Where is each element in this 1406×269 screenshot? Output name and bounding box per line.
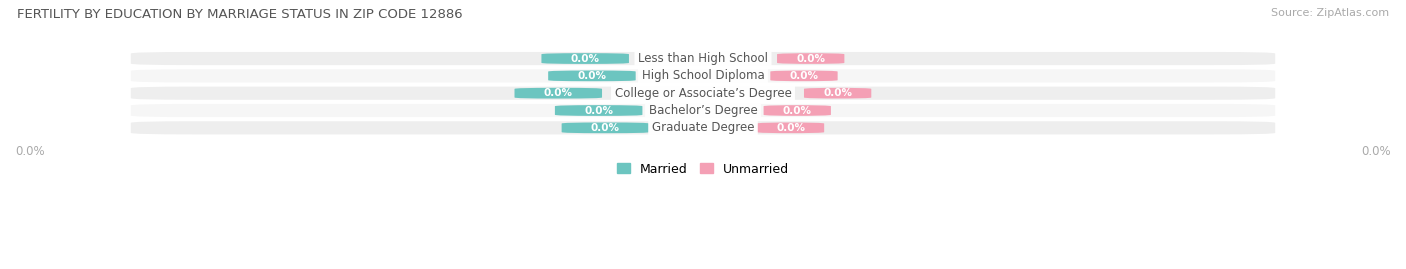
Text: 0.0%: 0.0% [591,123,620,133]
FancyBboxPatch shape [561,122,650,133]
FancyBboxPatch shape [763,105,831,116]
FancyBboxPatch shape [131,121,1275,134]
Text: FERTILITY BY EDUCATION BY MARRIAGE STATUS IN ZIP CODE 12886: FERTILITY BY EDUCATION BY MARRIAGE STATU… [17,8,463,21]
Legend: Married, Unmarried: Married, Unmarried [612,158,794,180]
Text: Source: ZipAtlas.com: Source: ZipAtlas.com [1271,8,1389,18]
Text: Bachelor’s Degree: Bachelor’s Degree [648,104,758,117]
Text: Less than High School: Less than High School [638,52,768,65]
Text: 0.0%: 0.0% [776,123,806,133]
FancyBboxPatch shape [770,70,838,81]
Text: Graduate Degree: Graduate Degree [652,121,754,134]
Text: College or Associate’s Degree: College or Associate’s Degree [614,87,792,100]
Text: 0.0%: 0.0% [823,88,852,98]
Text: 0.0%: 0.0% [571,54,600,63]
Text: 0.0%: 0.0% [790,71,818,81]
Text: 0.0%: 0.0% [783,105,811,115]
Text: 0.0%: 0.0% [578,71,606,81]
FancyBboxPatch shape [515,88,602,98]
Text: High School Diploma: High School Diploma [641,69,765,82]
FancyBboxPatch shape [548,70,636,81]
FancyBboxPatch shape [778,53,845,64]
Text: 0.0%: 0.0% [796,54,825,63]
FancyBboxPatch shape [131,87,1275,100]
FancyBboxPatch shape [756,122,824,133]
FancyBboxPatch shape [804,88,872,98]
FancyBboxPatch shape [131,69,1275,82]
FancyBboxPatch shape [131,52,1275,65]
FancyBboxPatch shape [555,105,643,116]
FancyBboxPatch shape [131,104,1275,117]
FancyBboxPatch shape [541,53,628,64]
Text: 0.0%: 0.0% [583,105,613,115]
Text: 0.0%: 0.0% [544,88,572,98]
